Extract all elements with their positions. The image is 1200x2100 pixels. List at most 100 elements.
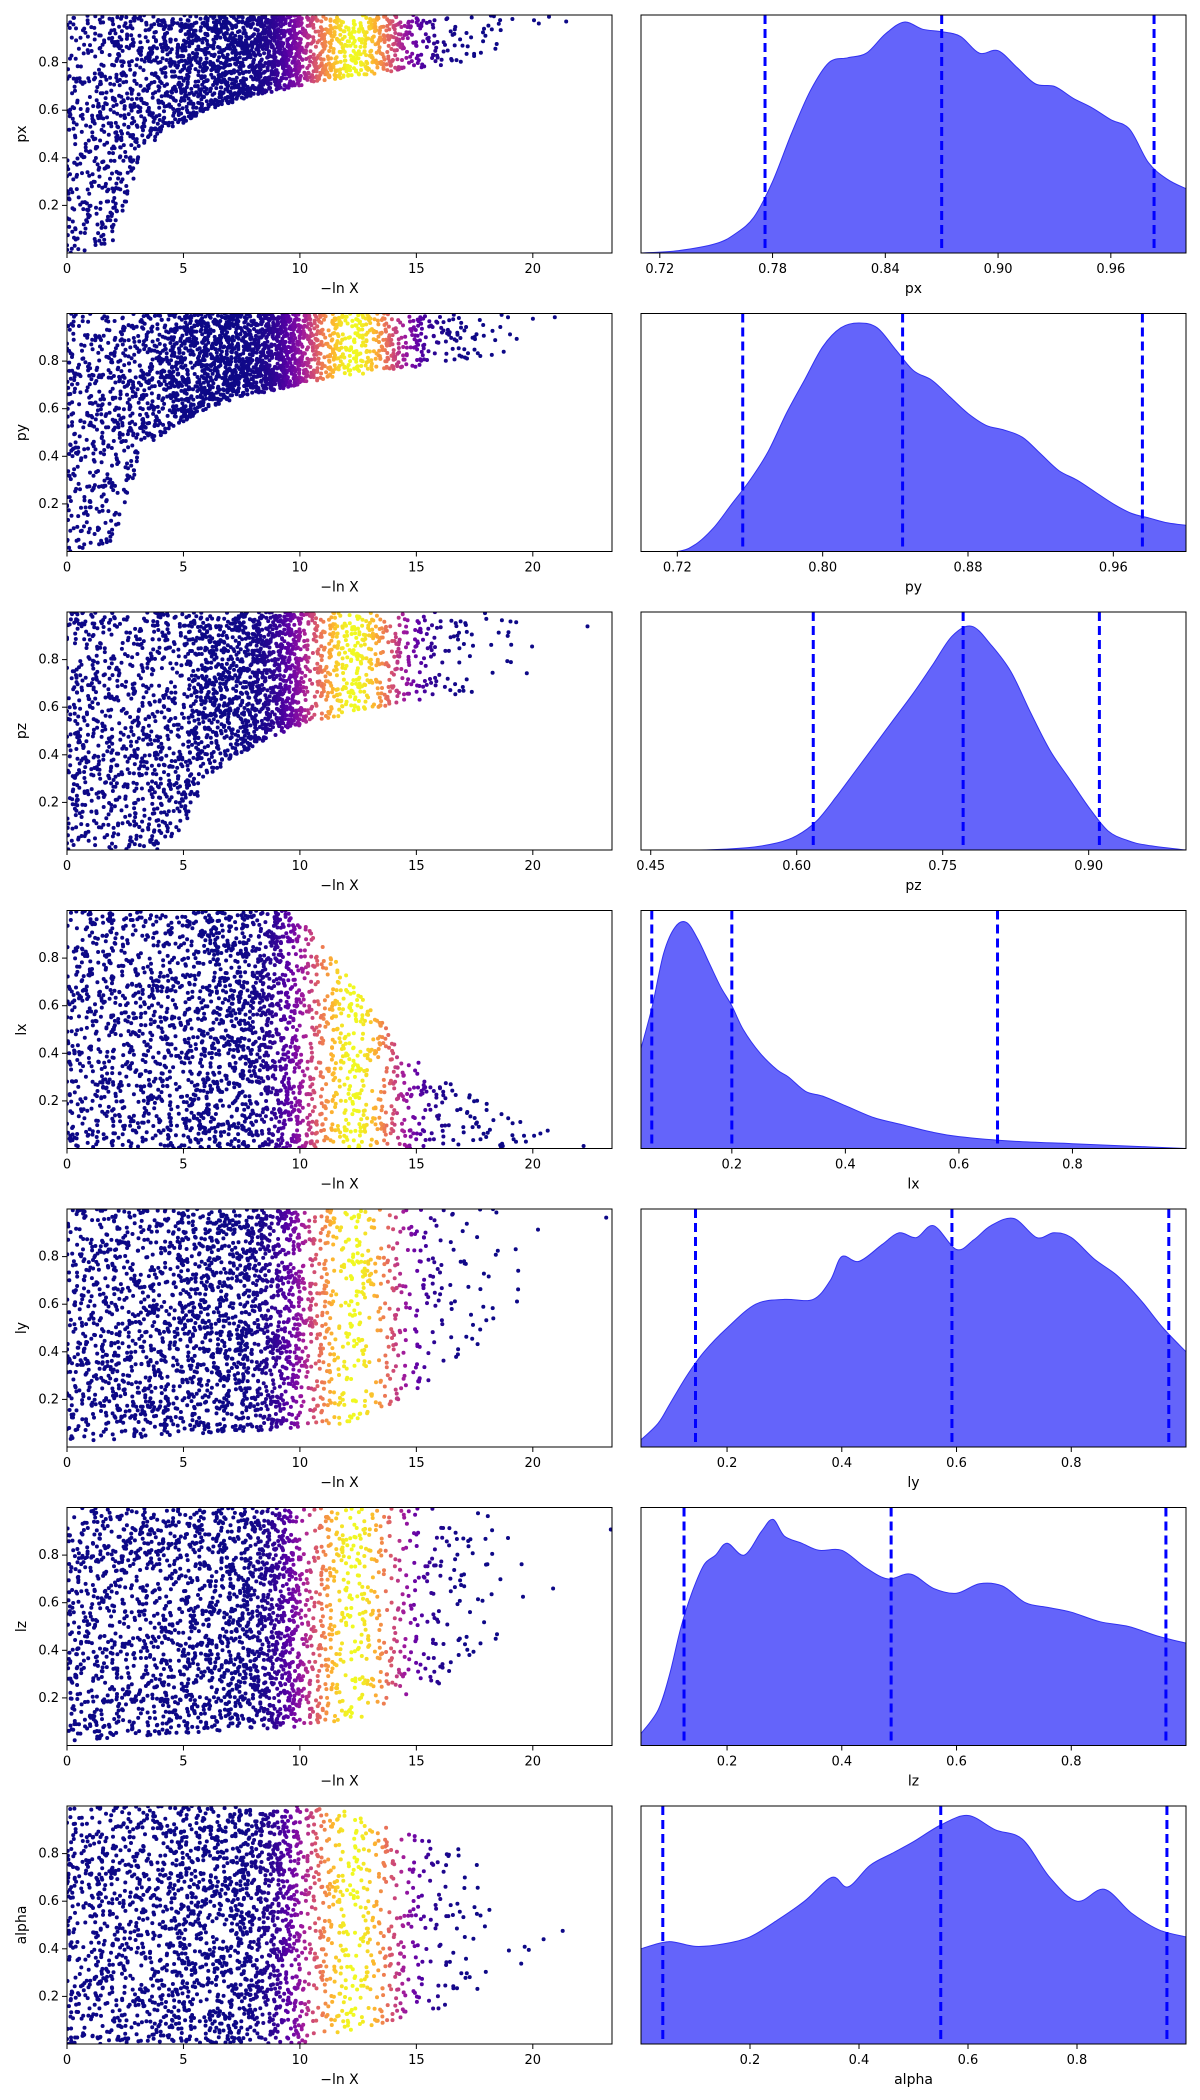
sample-point bbox=[335, 15, 339, 20]
sample-point bbox=[481, 323, 486, 327]
sample-point bbox=[84, 218, 89, 223]
sample-point bbox=[184, 104, 189, 109]
sample-point bbox=[385, 24, 390, 28]
sample-point bbox=[202, 367, 207, 372]
sample-point bbox=[241, 351, 246, 356]
sample-point bbox=[118, 396, 123, 401]
sample-point bbox=[115, 15, 120, 20]
sample-point bbox=[282, 360, 287, 364]
sample-point bbox=[86, 413, 91, 418]
sample-point bbox=[248, 372, 253, 377]
sample-point bbox=[260, 361, 264, 366]
sample-point bbox=[251, 347, 256, 352]
sample-point bbox=[204, 363, 209, 368]
sample-point bbox=[375, 65, 380, 70]
sample-point bbox=[212, 367, 217, 372]
sample-point bbox=[285, 363, 290, 368]
sample-point bbox=[130, 443, 135, 448]
sample-point bbox=[395, 38, 400, 42]
sample-point bbox=[403, 340, 408, 345]
sample-point bbox=[314, 338, 319, 343]
sample-point bbox=[71, 120, 76, 125]
sample-point bbox=[117, 377, 122, 382]
sample-point bbox=[80, 356, 85, 361]
sample-point bbox=[282, 51, 287, 56]
sample-point bbox=[76, 195, 81, 200]
sample-point bbox=[439, 325, 444, 330]
sample-point bbox=[351, 26, 356, 31]
sample-point bbox=[67, 452, 72, 456]
sample-point bbox=[134, 96, 139, 101]
sample-point bbox=[70, 382, 74, 387]
sample-point bbox=[242, 363, 246, 368]
sample-point bbox=[242, 320, 247, 325]
sample-point bbox=[114, 208, 119, 213]
sample-point bbox=[459, 325, 463, 330]
sample-point bbox=[72, 84, 77, 89]
sample-point bbox=[331, 321, 336, 326]
sample-point bbox=[121, 324, 126, 329]
sample-point bbox=[74, 38, 79, 43]
sample-point bbox=[204, 99, 209, 104]
sample-point bbox=[406, 21, 411, 25]
sample-point bbox=[113, 201, 118, 206]
sample-point bbox=[132, 352, 137, 357]
sample-point bbox=[530, 316, 535, 321]
sample-point bbox=[198, 88, 203, 93]
sample-point bbox=[415, 17, 420, 22]
sample-point bbox=[231, 49, 236, 54]
sample-point bbox=[164, 351, 169, 356]
sample-point bbox=[212, 317, 217, 322]
sample-point bbox=[137, 339, 142, 344]
sample-point bbox=[314, 69, 319, 74]
sample-point bbox=[93, 338, 98, 343]
sample-point bbox=[286, 72, 291, 77]
sample-point bbox=[308, 54, 313, 59]
sample-point bbox=[151, 119, 156, 124]
sample-point bbox=[441, 49, 446, 54]
sample-point bbox=[125, 91, 130, 96]
sample-point bbox=[150, 339, 155, 344]
sample-point bbox=[268, 326, 273, 331]
sample-point bbox=[72, 243, 77, 248]
sample-point bbox=[183, 48, 188, 53]
sample-point bbox=[290, 73, 295, 78]
sample-point bbox=[443, 358, 448, 363]
sample-point bbox=[316, 356, 321, 361]
sample-point bbox=[494, 42, 499, 46]
sample-point bbox=[152, 343, 157, 348]
sample-point bbox=[301, 335, 306, 340]
sample-point bbox=[107, 401, 112, 406]
sample-point bbox=[360, 359, 365, 364]
sample-point bbox=[126, 338, 131, 343]
posterior-density-area bbox=[641, 21, 1186, 253]
sample-point bbox=[234, 364, 239, 369]
sample-point bbox=[94, 205, 98, 210]
sample-point bbox=[205, 22, 209, 27]
sample-point bbox=[136, 334, 141, 338]
sample-point bbox=[149, 24, 154, 29]
sample-point bbox=[111, 199, 116, 204]
sample-point bbox=[96, 231, 101, 236]
sample-point bbox=[319, 19, 324, 24]
sample-point bbox=[180, 401, 185, 406]
sample-point bbox=[165, 336, 170, 341]
sample-point bbox=[328, 17, 333, 22]
sample-point bbox=[435, 40, 440, 44]
sample-point bbox=[297, 36, 301, 41]
sample-point bbox=[116, 521, 121, 526]
sample-point bbox=[228, 46, 233, 51]
sample-point bbox=[489, 352, 494, 357]
sample-point bbox=[85, 18, 90, 23]
sample-point bbox=[126, 361, 131, 366]
sample-point bbox=[291, 82, 295, 87]
sample-point bbox=[80, 171, 84, 176]
sample-point bbox=[118, 113, 123, 118]
sample-point bbox=[171, 107, 176, 111]
sample-point bbox=[133, 394, 138, 399]
y-axis-label: px bbox=[14, 125, 30, 142]
sample-point bbox=[324, 370, 329, 375]
sample-point bbox=[435, 55, 440, 60]
sample-point bbox=[342, 34, 347, 39]
sample-point bbox=[482, 26, 486, 31]
